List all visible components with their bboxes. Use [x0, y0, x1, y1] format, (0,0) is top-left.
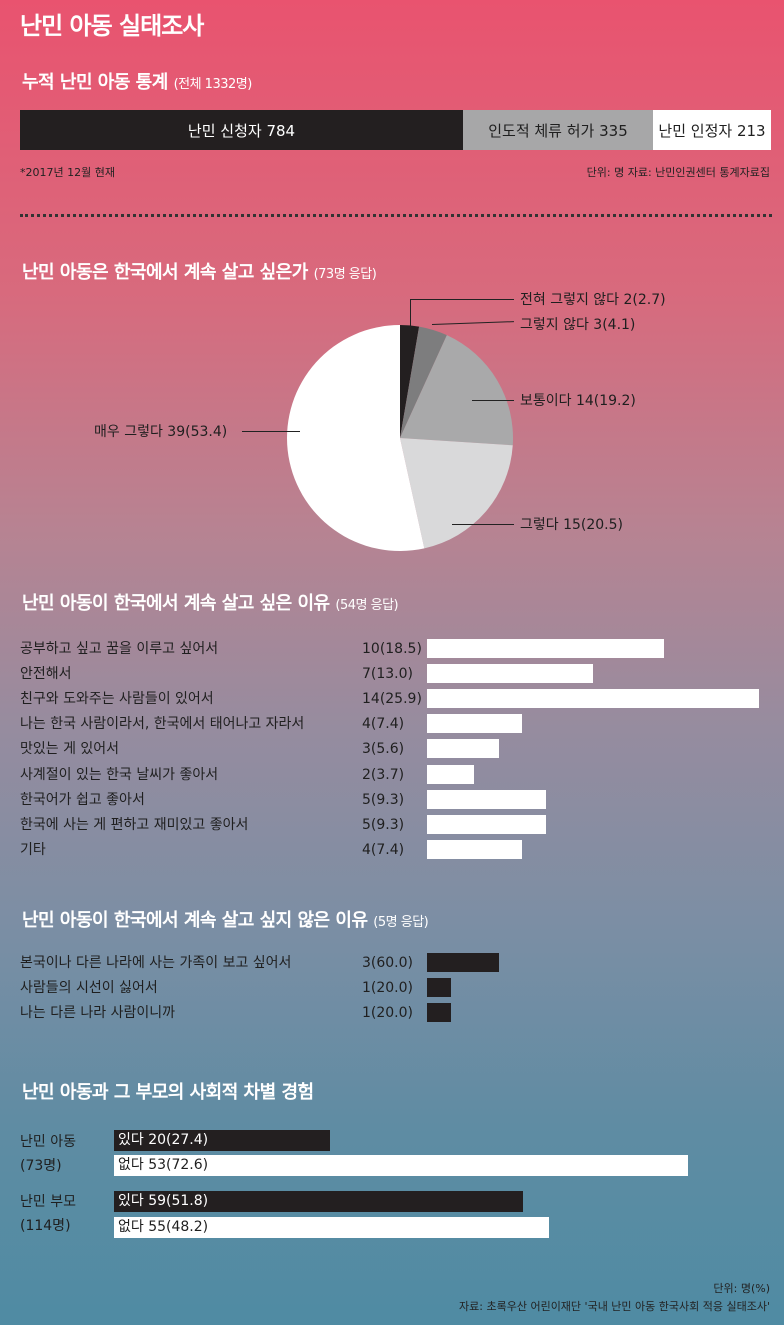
bar-label: 본국이나 다른 나라에 사는 가족이 보고 싶어서 [20, 955, 292, 971]
source-note: 자료: 초록우산 어린이재단 '국내 난민 아동 한국사회 적응 실태조사' [459, 1300, 770, 1313]
stay-heading-text: 난민 아동이 한국에서 계속 살고 싶은 이유 [22, 593, 330, 614]
bar [427, 639, 664, 658]
pie-label-agree: 그렇다 15(20.5) [520, 517, 624, 533]
stats-note-source: 단위: 명 자료: 난민인권센터 통계자료집 [586, 166, 770, 179]
pie-slice [287, 325, 425, 551]
group-name: 난민 부모 [20, 1194, 76, 1210]
group-label-parents: 난민 부모 (114명) [20, 1190, 76, 1238]
bar-value-label: 2(3.7) [362, 766, 405, 783]
stay-subheading: (54명 응답) [335, 598, 399, 613]
bar-value-label: 7(13.0) [362, 666, 414, 683]
stats-subheading: (전체 1332명) [173, 77, 253, 92]
discrimination-bar: 있다 59(51.8) [114, 1191, 523, 1212]
leave-heading-text: 난민 아동이 한국에서 계속 살고 싶지 않은 이유 [22, 910, 368, 931]
bar-label: 맛있는 게 있어서 [20, 741, 120, 758]
bar-label: 나는 한국 사람이라서, 한국에서 태어나고 자라서 [20, 716, 305, 733]
bar-row: 나는 한국 사람이라서, 한국에서 태어나고 자라서 4(7.4) [20, 713, 780, 735]
bar [427, 953, 499, 972]
pie-label-neutral: 보통이다 14(19.2) [520, 393, 636, 409]
bar [427, 764, 474, 784]
bar-value-label: 5(9.3) [362, 791, 405, 808]
stack-segment: 난민 신청자 784 [20, 110, 463, 150]
pie-leader [242, 431, 300, 432]
bar-value-label: 14(25.9) [362, 691, 422, 708]
stats-note-date: *2017년 12월 현재 [20, 166, 115, 179]
leave-subheading: (5명 응답) [373, 915, 429, 930]
bar-value-label: 4(7.4) [362, 841, 405, 858]
bar-label: 한국어가 쉽고 좋아서 [20, 791, 145, 808]
discrimination-heading: 난민 아동과 그 부모의 사회적 차별 경험 [22, 1082, 314, 1103]
stack-segment: 인도적 체류 허가 335 [463, 110, 653, 150]
bar-row: 한국에 사는 게 편하고 재미있고 좋아서 5(9.3) [20, 814, 780, 836]
bar-value-label: 3(5.6) [362, 741, 405, 758]
group-count: (73명) [20, 1158, 62, 1174]
pie-label-disagree: 그렇지 않다 3(4.1) [520, 317, 636, 333]
bar [427, 839, 522, 859]
bar [427, 664, 593, 684]
bar-label: 안전해서 [20, 666, 72, 683]
stats-heading-text: 누적 난민 아동 통계 [22, 72, 168, 93]
group-name: 난민 아동 [20, 1134, 76, 1150]
bar-label: 친구와 도와주는 사람들이 있어서 [20, 691, 214, 708]
pie-leader [472, 400, 514, 401]
bar [427, 714, 522, 734]
bar-row: 기타 4(7.4) [20, 839, 780, 861]
bar [427, 814, 546, 834]
stats-heading: 누적 난민 아동 통계 (전체 1332명) [22, 68, 252, 94]
bar [427, 739, 499, 759]
discrimination-bar: 없다 53(72.6) [114, 1155, 688, 1176]
pie-slice [400, 335, 513, 446]
bar-value-label: 3(60.0) [362, 955, 414, 971]
stay-heading: 난민 아동이 한국에서 계속 살고 싶은 이유 (54명 응답) [22, 589, 399, 615]
bar-label: 사계절이 있는 한국 날씨가 좋아서 [20, 766, 219, 783]
bar-label: 공부하고 싶고 꿈을 이루고 싶어서 [20, 641, 219, 657]
bar-value-label: 1(20.0) [362, 1005, 414, 1021]
pie-subheading: (73명 응답) [313, 267, 377, 282]
pie-label-strongly-disagree: 전혀 그렇지 않다 2(2.7) [520, 292, 666, 308]
pie-leader [452, 524, 514, 525]
group-label-children: 난민 아동 (73명) [20, 1130, 76, 1178]
pie-leader [410, 299, 411, 331]
pie-slice [400, 326, 447, 438]
bar-row: 본국이나 다른 나라에 사는 가족이 보고 싶어서 3(60.0) [20, 952, 780, 974]
bar-row: 사계절이 있는 한국 날씨가 좋아서 2(3.7) [20, 764, 780, 786]
pie-slice [400, 325, 420, 438]
bar-label: 사람들의 시선이 싫어서 [20, 980, 158, 996]
bar-value-label: 5(9.3) [362, 816, 405, 833]
bar-row: 친구와 도와주는 사람들이 있어서 14(25.9) [20, 688, 780, 710]
group-count: (114명) [20, 1218, 71, 1234]
bar [427, 978, 451, 997]
bar-row: 한국어가 쉽고 좋아서 5(9.3) [20, 789, 780, 811]
bar-label: 나는 다른 나라 사람이니까 [20, 1005, 176, 1021]
pie-heading-text: 난민 아동은 한국에서 계속 살고 싶은가 [22, 262, 308, 283]
unit-note: 단위: 명(%) [713, 1282, 770, 1295]
bar-row: 나는 다른 나라 사람이니까 1(20.0) [20, 1002, 780, 1024]
bar [427, 689, 759, 709]
bar-row: 사람들의 시선이 싫어서 1(20.0) [20, 977, 780, 999]
bar-label: 기타 [20, 841, 46, 858]
bar-row: 맛있는 게 있어서 3(5.6) [20, 738, 780, 760]
leave-heading: 난민 아동이 한국에서 계속 살고 싶지 않은 이유 (5명 응답) [22, 906, 429, 932]
pie-heading: 난민 아동은 한국에서 계속 살고 싶은가 (73명 응답) [22, 258, 377, 284]
pie-leader [410, 299, 514, 300]
discrimination-bar: 있다 20(27.4) [114, 1130, 330, 1151]
stacked-bar: 난민 신청자 784 인도적 체류 허가 335 난민 인정자 213 [20, 110, 771, 150]
stack-segment: 난민 인정자 213 [653, 110, 771, 150]
pie-chart [287, 325, 513, 551]
bar [427, 1003, 451, 1022]
bar [427, 789, 546, 809]
pie-label-strongly-agree: 매우 그렇다 39(53.4) [94, 424, 228, 440]
bar-value-label: 10(18.5) [362, 641, 422, 657]
pie-slice [400, 438, 513, 549]
bar-value-label: 1(20.0) [362, 980, 414, 996]
discrimination-bar: 없다 55(48.2) [114, 1217, 549, 1238]
bar-value-label: 4(7.4) [362, 716, 405, 733]
bar-row: 공부하고 싶고 꿈을 이루고 싶어서 10(18.5) [20, 638, 780, 660]
bar-row: 안전해서 7(13.0) [20, 663, 780, 685]
page-title: 난민 아동 실태조사 [20, 12, 204, 40]
bar-label: 한국에 사는 게 편하고 재미있고 좋아서 [20, 816, 249, 833]
dotted-divider [20, 214, 772, 217]
